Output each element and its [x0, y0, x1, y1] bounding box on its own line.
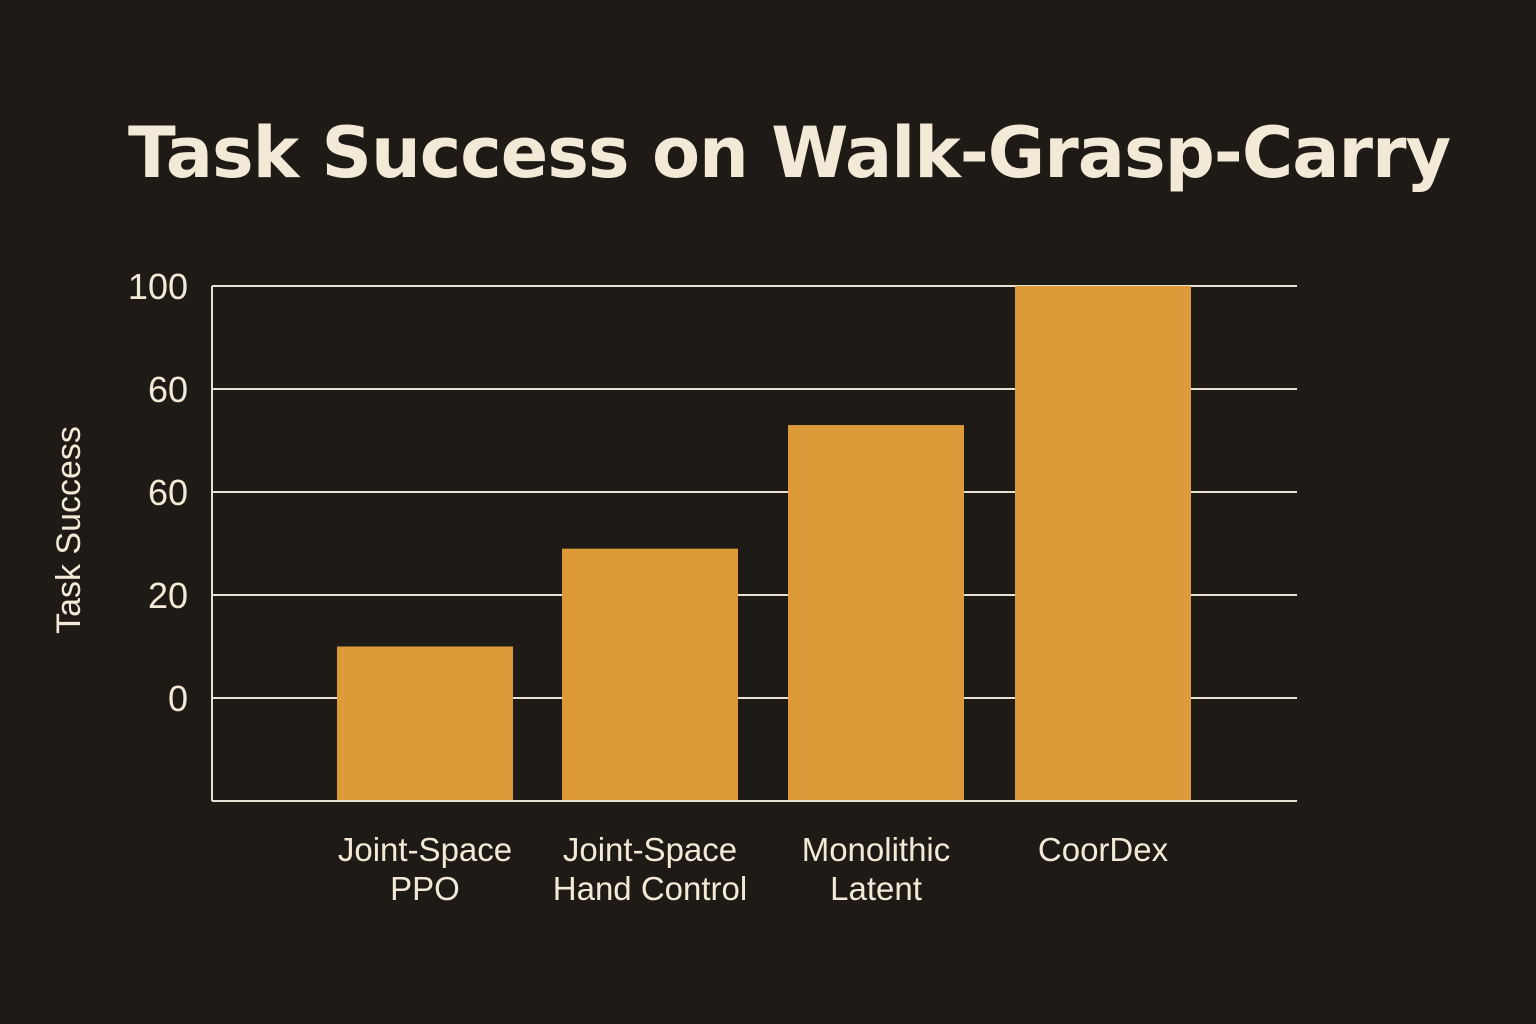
y-tick-label: 100	[128, 266, 188, 307]
bar	[1015, 286, 1191, 801]
bar	[788, 425, 964, 801]
chart-title: Task Success on Walk-Grasp-Carry	[128, 112, 1451, 194]
y-tick-label: 0	[168, 678, 188, 719]
x-tick-label: CoorDex	[1038, 831, 1169, 868]
x-tick-label: Joint-Space PPO	[338, 831, 512, 907]
axes	[211, 286, 1297, 802]
y-tick-label: 60	[148, 369, 188, 410]
x-tick-labels: Joint-Space PPO Joint-Space Hand Control Mon…	[338, 831, 1169, 907]
bars	[337, 286, 1191, 801]
x-tick-label: Joint-Space Hand Control	[553, 831, 747, 907]
y-tick-label: 20	[148, 575, 188, 616]
y-tick-labels: 100 60 60 20 0	[128, 266, 188, 719]
y-tick-label: 60	[148, 472, 188, 513]
bar	[337, 646, 513, 801]
y-axis-label: Task Success	[50, 426, 88, 634]
x-tick-label: Monolithic Latent	[802, 831, 951, 907]
bar	[562, 548, 738, 801]
